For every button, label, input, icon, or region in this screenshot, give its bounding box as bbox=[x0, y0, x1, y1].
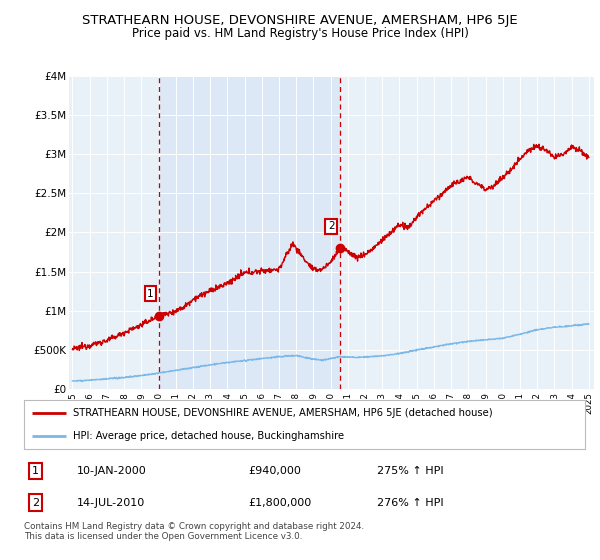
Text: £1,800,000: £1,800,000 bbox=[248, 497, 311, 507]
Text: £940,000: £940,000 bbox=[248, 466, 301, 476]
Text: 276% ↑ HPI: 276% ↑ HPI bbox=[377, 497, 444, 507]
Text: 1: 1 bbox=[147, 288, 154, 298]
Text: Contains HM Land Registry data © Crown copyright and database right 2024.
This d: Contains HM Land Registry data © Crown c… bbox=[24, 522, 364, 542]
Text: 2: 2 bbox=[32, 497, 39, 507]
Text: 2: 2 bbox=[328, 221, 335, 231]
Text: Price paid vs. HM Land Registry's House Price Index (HPI): Price paid vs. HM Land Registry's House … bbox=[131, 27, 469, 40]
Bar bbox=[159, 76, 340, 389]
Text: 10-JAN-2000: 10-JAN-2000 bbox=[77, 466, 147, 476]
Text: 14-JUL-2010: 14-JUL-2010 bbox=[77, 497, 146, 507]
Text: STRATHEARN HOUSE, DEVONSHIRE AVENUE, AMERSHAM, HP6 5JE (detached house): STRATHEARN HOUSE, DEVONSHIRE AVENUE, AME… bbox=[73, 408, 493, 418]
Text: 275% ↑ HPI: 275% ↑ HPI bbox=[377, 466, 444, 476]
Text: STRATHEARN HOUSE, DEVONSHIRE AVENUE, AMERSHAM, HP6 5JE: STRATHEARN HOUSE, DEVONSHIRE AVENUE, AME… bbox=[82, 14, 518, 27]
Text: HPI: Average price, detached house, Buckinghamshire: HPI: Average price, detached house, Buck… bbox=[73, 431, 344, 441]
Text: 1: 1 bbox=[32, 466, 39, 476]
